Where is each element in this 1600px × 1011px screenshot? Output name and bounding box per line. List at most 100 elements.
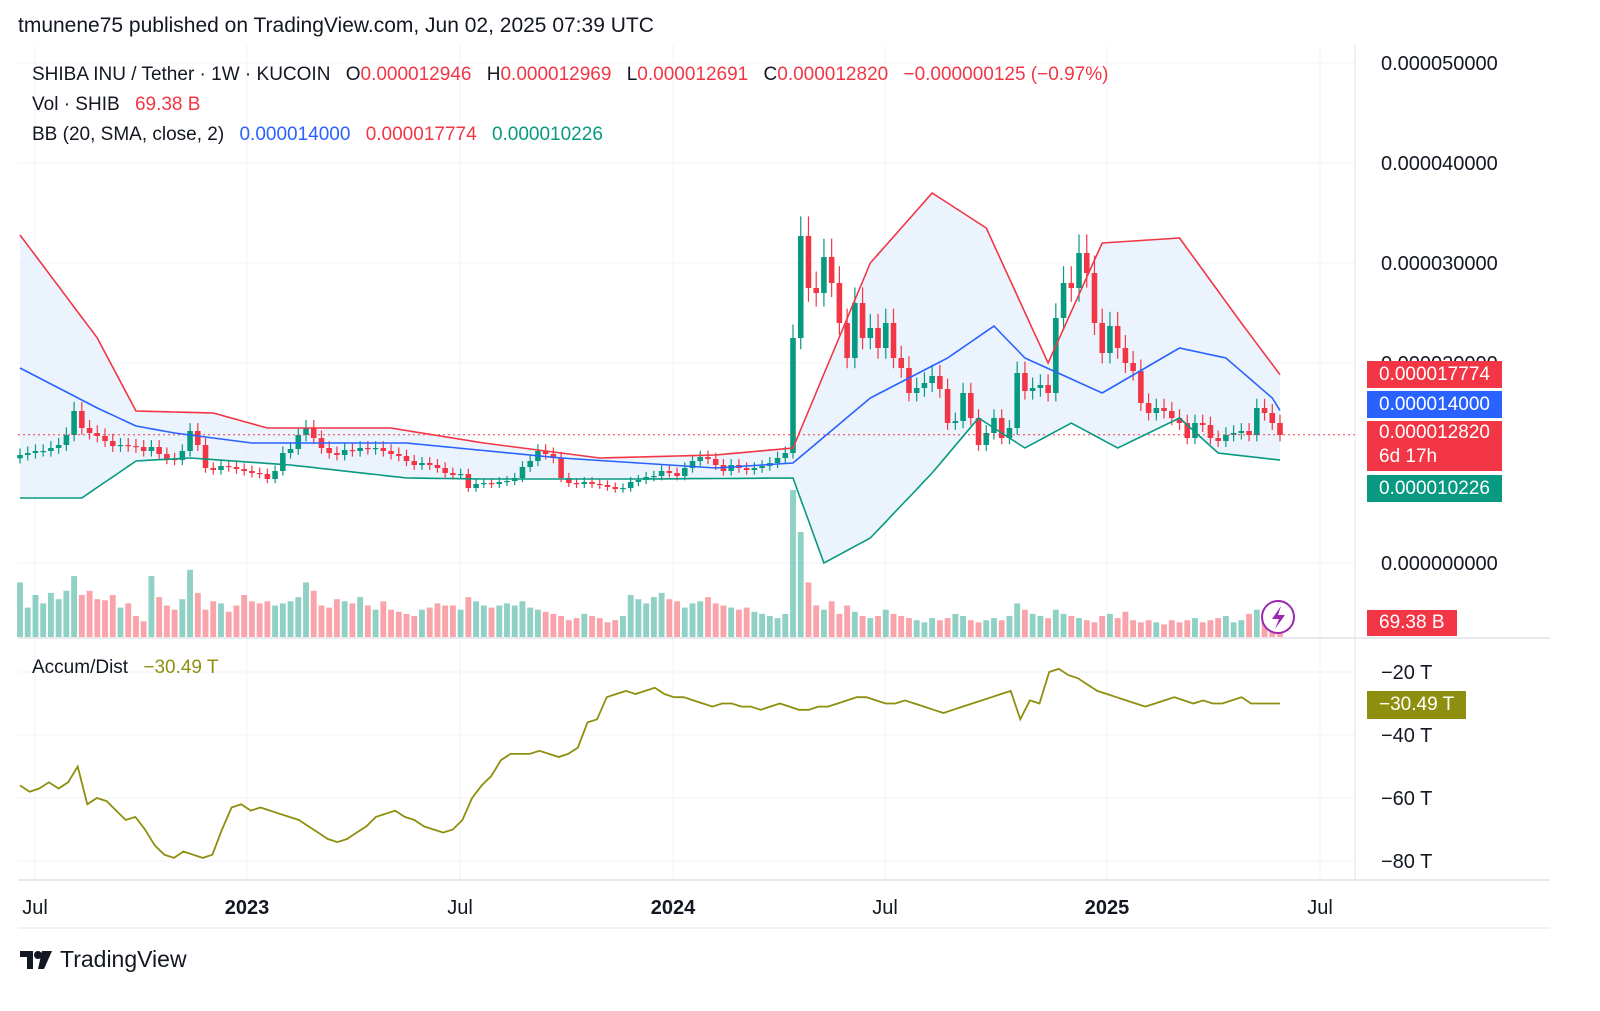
- tradingview-logo[interactable]: TradingView: [18, 946, 187, 973]
- candle-body: [1207, 425, 1214, 438]
- volume-bar: [279, 603, 286, 637]
- tradingview-logo-icon: [18, 949, 54, 971]
- candle-body: [705, 457, 711, 459]
- candle-body: [1053, 318, 1059, 393]
- candle-body: [651, 476, 657, 478]
- volume-bar: [55, 599, 62, 637]
- candle-body: [991, 418, 997, 433]
- candle-body: [1145, 403, 1152, 413]
- candle-body: [797, 236, 804, 338]
- candle-body: [906, 368, 912, 393]
- price-tick-label: 0.000030000: [1381, 253, 1498, 275]
- candle-body: [1223, 435, 1229, 441]
- candle-body: [728, 465, 734, 471]
- legend-vol-value: 69.38 B: [134, 94, 201, 115]
- volume-bar: [1045, 618, 1052, 637]
- volume-bar: [71, 576, 78, 637]
- volume-bar: [194, 592, 201, 637]
- volume-bar: [627, 595, 634, 637]
- volume-bar: [882, 609, 889, 637]
- volume-bar: [511, 605, 518, 637]
- volume-bar: [17, 582, 23, 637]
- volume-bar: [233, 605, 240, 637]
- volume-tag: 69.38 B: [1367, 610, 1457, 636]
- volume-bar: [442, 605, 449, 637]
- volume-bar: [125, 603, 132, 637]
- candle-body: [187, 431, 193, 451]
- candle-body: [774, 458, 781, 463]
- volume-bar: [202, 609, 209, 637]
- candle-body: [898, 358, 905, 368]
- candle-body: [604, 485, 611, 487]
- volume-bar: [558, 616, 565, 637]
- candle-body: [218, 466, 224, 470]
- candle-body: [875, 328, 881, 348]
- candle-body: [821, 257, 827, 293]
- candle-body: [372, 448, 379, 450]
- volume-bar: [913, 620, 920, 637]
- legend-bb-upper: 0.000017774: [365, 124, 477, 145]
- volume-bar: [318, 605, 325, 637]
- volume-bar: [666, 599, 673, 637]
- volume-bar: [156, 597, 163, 637]
- candle-body: [1060, 283, 1067, 318]
- volume-bar: [890, 613, 897, 637]
- legend-vol-label[interactable]: Vol · SHIB: [32, 94, 120, 115]
- accum-dist-tag: −30.49 T: [1367, 691, 1467, 719]
- candle-body: [310, 428, 317, 438]
- candle-body: [975, 418, 982, 445]
- candle-body: [1176, 418, 1183, 423]
- upper-band-tag: 0.000017774: [1367, 361, 1502, 388]
- volume-bar: [983, 620, 990, 637]
- candle-body: [1192, 423, 1198, 438]
- volume-bar: [790, 490, 796, 637]
- volume-bar: [813, 605, 820, 637]
- volume-bar: [349, 603, 356, 637]
- candle-body: [867, 328, 874, 338]
- candle-body: [689, 461, 696, 468]
- volume-bar: [689, 603, 696, 637]
- volume-bar: [875, 616, 881, 637]
- candle-body: [759, 466, 765, 468]
- time-tick-label: Jul: [1307, 897, 1333, 919]
- volume-bar: [952, 613, 959, 637]
- legend-o-value: 0.000012946: [360, 64, 472, 85]
- volume-bar: [504, 603, 510, 637]
- volume-bar: [766, 616, 773, 637]
- candle-body: [195, 431, 201, 445]
- legend-change: −0.000000125 (−0.97%): [903, 64, 1109, 85]
- candle-body: [1076, 253, 1082, 288]
- legend-ad-label[interactable]: Accum/Dist: [32, 657, 129, 678]
- volume-bar: [612, 620, 619, 637]
- volume-bar: [712, 603, 719, 637]
- volume-bar: [1037, 616, 1044, 637]
- tradingview-brand: TradingView: [60, 946, 187, 972]
- legend-bb-label[interactable]: BB (20, SMA, close, 2): [32, 124, 225, 145]
- candle-body: [295, 435, 302, 449]
- candle-body: [573, 483, 580, 485]
- volume-bar: [457, 609, 464, 637]
- candle-body: [612, 487, 618, 489]
- candle-body: [952, 421, 959, 423]
- volume-bar: [581, 613, 588, 637]
- candle-body: [249, 471, 255, 473]
- legend-symbol[interactable]: SHIBA INU / Tether · 1W · KUCOIN: [32, 64, 331, 85]
- candle-body: [233, 467, 240, 469]
- volume-bar: [117, 607, 124, 637]
- candle-body: [280, 453, 286, 471]
- volume-bar: [1161, 624, 1167, 637]
- candle-body: [828, 257, 835, 283]
- volume-bar: [565, 620, 572, 637]
- volume-bar: [735, 609, 742, 637]
- volume-bar: [1006, 616, 1013, 637]
- volume-bar: [658, 592, 665, 637]
- volume-bar: [163, 605, 170, 637]
- volume-bar: [388, 609, 394, 637]
- candle-body: [1014, 373, 1020, 428]
- volume-bar: [705, 597, 711, 637]
- candle-body: [960, 393, 966, 421]
- candle-body: [1122, 348, 1129, 363]
- candle-body: [133, 446, 139, 448]
- volume-bar: [333, 599, 340, 637]
